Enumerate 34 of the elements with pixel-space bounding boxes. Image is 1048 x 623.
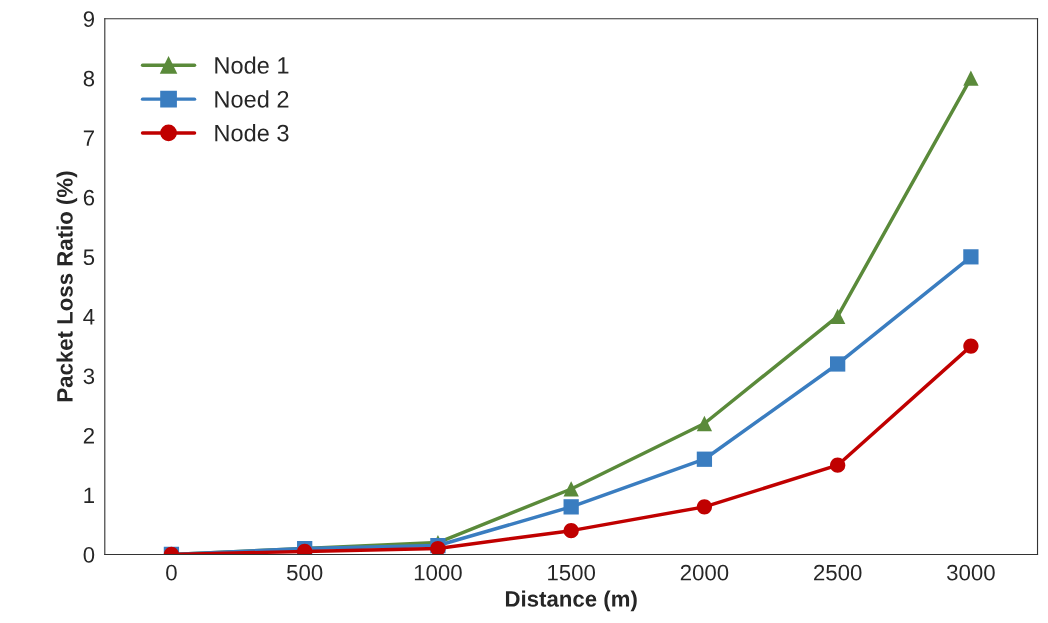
y-tick-label: 3 xyxy=(83,368,95,385)
point xyxy=(963,249,979,265)
legend-label: Node 1 xyxy=(215,56,289,74)
y-tick-label: 5 xyxy=(83,249,95,266)
point xyxy=(696,499,713,515)
y-tick-label: 1 xyxy=(84,487,94,503)
point xyxy=(563,523,579,539)
x-tick-label: 2000 xyxy=(680,564,729,581)
y-tick-label: 0 xyxy=(83,547,95,563)
y-tick-label: 6 xyxy=(83,189,95,206)
point xyxy=(830,356,846,372)
point xyxy=(696,415,713,432)
point xyxy=(696,451,713,467)
point xyxy=(563,499,579,515)
y-tick-label: 7 xyxy=(83,130,94,146)
y-tick-label: 2 xyxy=(83,427,94,444)
point xyxy=(830,308,846,324)
x-tick-label: 3000 xyxy=(947,564,995,581)
y-tick-label: 8 xyxy=(83,70,95,87)
y-tick-label: 9 xyxy=(83,11,95,27)
point xyxy=(563,481,579,497)
legend-label: Noed 2 xyxy=(215,90,289,108)
y-axis-title: Packet Loss Ratio (%) xyxy=(56,171,78,402)
point xyxy=(963,338,979,354)
x-tick-label: 2500 xyxy=(814,564,862,581)
point xyxy=(830,457,846,473)
legend-label: Node 3 xyxy=(215,124,289,142)
x-tick-label: 1500 xyxy=(548,564,596,581)
y-tick-label: 4 xyxy=(83,309,95,325)
point xyxy=(963,70,979,86)
x-tick-label: 0 xyxy=(166,564,177,581)
x-tick-label: 500 xyxy=(287,564,323,581)
x-tick-label: 1000 xyxy=(414,564,462,581)
x-axis-title: Distance (m) xyxy=(505,590,637,612)
